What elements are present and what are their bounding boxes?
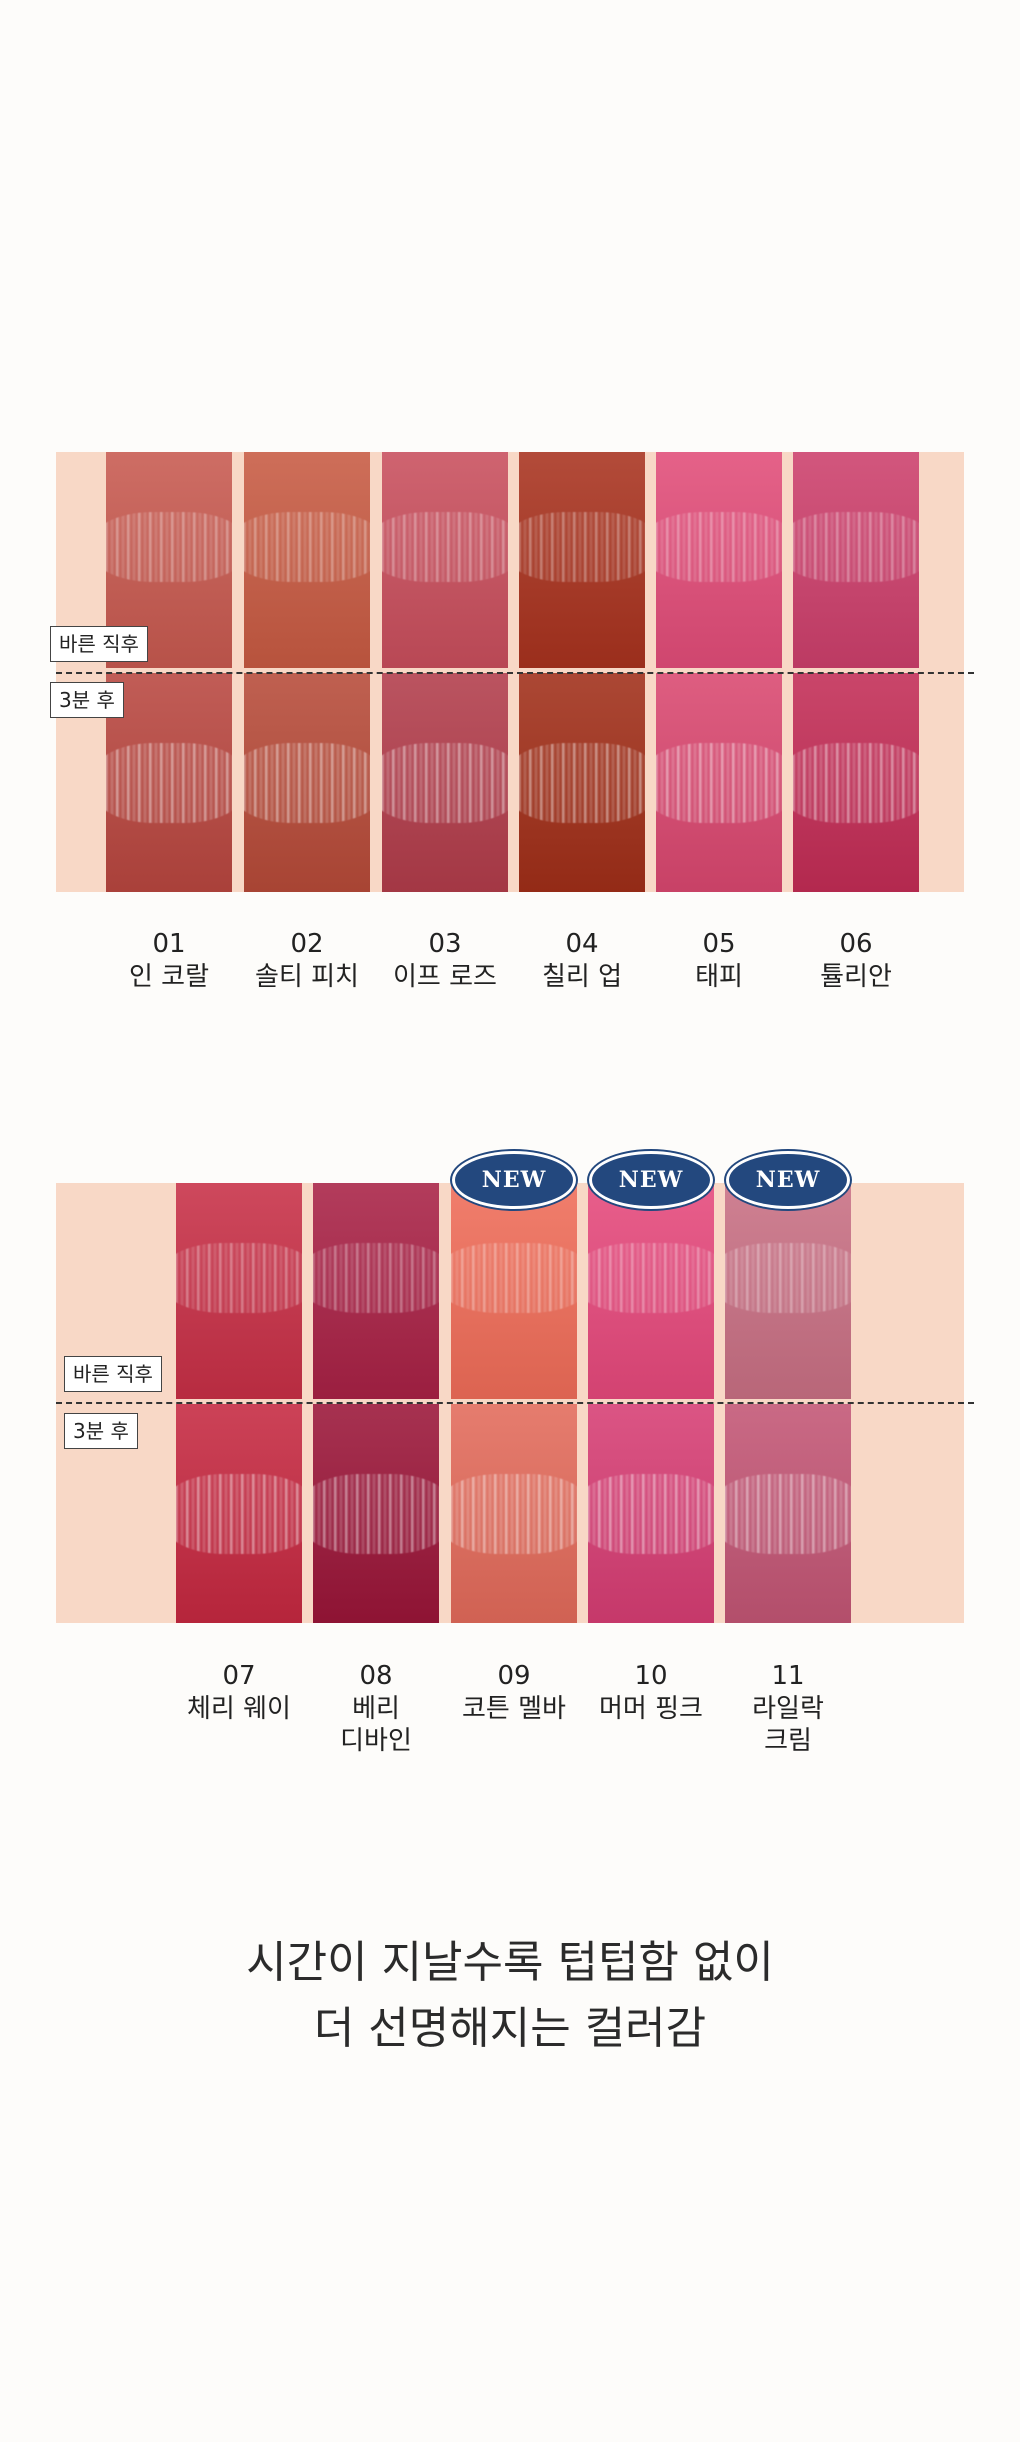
shade-number: 03 <box>428 929 462 959</box>
shade-label-07: 07 체리 웨이 <box>159 1660 319 1725</box>
after-tag-2: 3분 후 <box>64 1413 138 1449</box>
swatch-08-after <box>313 1404 439 1623</box>
swatch-04-after <box>519 673 645 892</box>
swatch-08-before <box>313 1183 439 1399</box>
shade-label-01: 01 인 코랄 <box>89 928 249 993</box>
swatch-10 <box>588 1183 714 1623</box>
caption-line-1: 시간이 지날수록 텁텁함 없이 <box>246 1937 774 1988</box>
shade-label-09: 09 코튼 멜바 <box>434 1660 594 1725</box>
swatch-panel-1 <box>56 452 964 892</box>
after-tag-1: 3분 후 <box>50 682 124 718</box>
shade-name: 칠리 업 <box>541 961 623 992</box>
swatch-06 <box>793 452 919 892</box>
swatch-03-after <box>382 673 508 892</box>
swatch-04 <box>519 452 645 892</box>
divider-line-2 <box>56 1402 974 1404</box>
shade-number: 07 <box>222 1661 256 1691</box>
shade-name: 태피 <box>695 961 743 992</box>
swatch-02 <box>244 452 370 892</box>
shade-name: 솔티 피치 <box>255 961 359 992</box>
swatch-02-before <box>244 452 370 668</box>
swatch-07-after <box>176 1404 302 1623</box>
divider-line-1 <box>56 672 974 674</box>
swatch-03 <box>382 452 508 892</box>
shade-label-03: 03 이프 로즈 <box>365 928 525 993</box>
shade-number: 08 <box>359 1661 393 1691</box>
new-badge-11: NEW <box>729 1154 847 1206</box>
swatch-01 <box>106 452 232 892</box>
swatch-02-after <box>244 673 370 892</box>
shade-name: 인 코랄 <box>128 961 210 992</box>
shade-name: 베리 디바인 <box>340 1693 412 1757</box>
shade-label-05: 05 태피 <box>639 928 799 993</box>
shade-number: 05 <box>702 929 736 959</box>
swatch-09-before <box>451 1183 577 1399</box>
shade-name: 체리 웨이 <box>187 1693 291 1724</box>
swatch-08 <box>313 1183 439 1623</box>
swatch-11-before <box>725 1183 851 1399</box>
swatch-04-before <box>519 452 645 668</box>
swatch-05-after <box>656 673 782 892</box>
caption-line-2: 더 선명해지는 컬러감 <box>313 2003 707 2054</box>
shade-name: 이프 로즈 <box>393 961 497 992</box>
shade-number: 01 <box>152 929 186 959</box>
shade-name: 머머 핑크 <box>599 1693 703 1724</box>
caption: 시간이 지날수록 텁텁함 없이 더 선명해지는 컬러감 <box>0 1930 1020 2062</box>
shade-number: 06 <box>839 929 873 959</box>
shade-label-04: 04 칠리 업 <box>502 928 662 993</box>
shade-label-11: 11 라일락 크림 <box>708 1660 868 1758</box>
swatch-07-before <box>176 1183 302 1399</box>
shade-label-02: 02 솔티 피치 <box>227 928 387 993</box>
shade-number: 09 <box>497 1661 531 1691</box>
new-badge-09: NEW <box>455 1154 573 1206</box>
shade-name: 라일락 크림 <box>752 1693 824 1757</box>
shade-number: 04 <box>565 929 599 959</box>
swatch-06-before <box>793 452 919 668</box>
swatch-10-before <box>588 1183 714 1399</box>
shade-label-06: 06 튤리안 <box>776 928 936 993</box>
shade-label-10: 10 머머 핑크 <box>571 1660 731 1725</box>
swatch-10-after <box>588 1404 714 1623</box>
swatch-11-after <box>725 1404 851 1623</box>
shade-number: 10 <box>634 1661 668 1691</box>
swatch-03-before <box>382 452 508 668</box>
swatch-09 <box>451 1183 577 1623</box>
swatch-06-after <box>793 673 919 892</box>
swatch-11 <box>725 1183 851 1623</box>
new-badge-10: NEW <box>592 1154 710 1206</box>
before-tag-1: 바른 직후 <box>50 626 148 662</box>
shade-name: 코튼 멜바 <box>462 1693 566 1724</box>
swatch-05 <box>656 452 782 892</box>
shade-label-08: 08 베리 디바인 <box>296 1660 456 1758</box>
shade-number: 11 <box>771 1661 805 1691</box>
shade-number: 02 <box>290 929 324 959</box>
before-tag-2: 바른 직후 <box>64 1356 162 1392</box>
swatch-07 <box>176 1183 302 1623</box>
swatch-01-before <box>106 452 232 668</box>
swatch-09-after <box>451 1404 577 1623</box>
shade-name: 튤리안 <box>820 961 892 992</box>
swatch-01-after <box>106 673 232 892</box>
swatch-05-before <box>656 452 782 668</box>
